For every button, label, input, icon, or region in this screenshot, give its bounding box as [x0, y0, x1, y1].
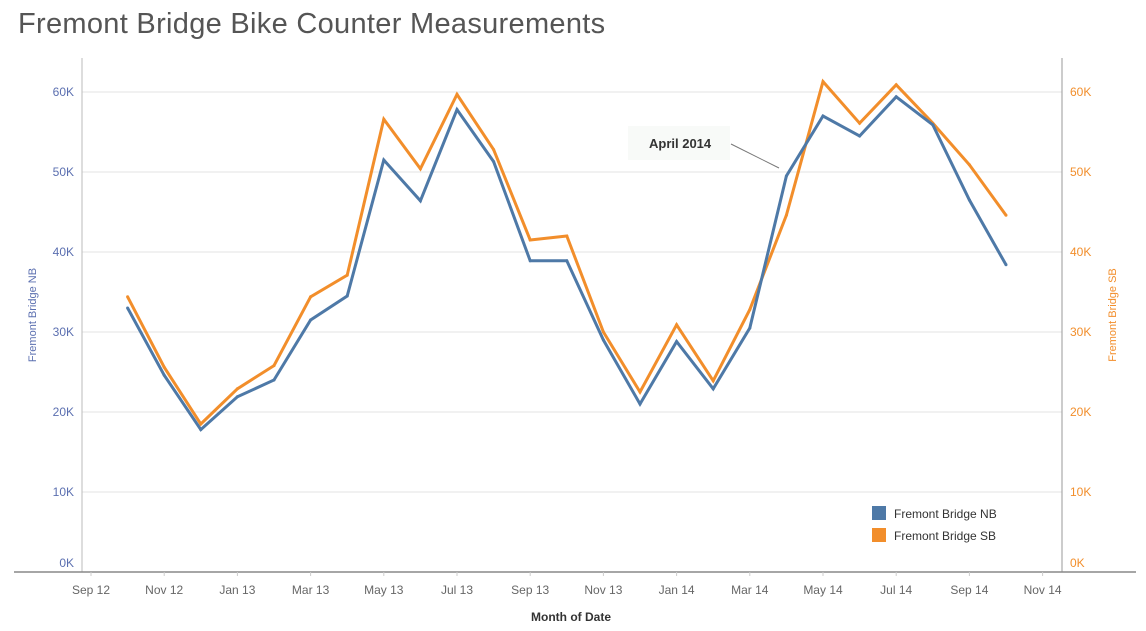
data-point	[492, 148, 496, 152]
series-line-nb	[126, 94, 1008, 432]
data-point	[967, 198, 971, 202]
data-point	[235, 395, 239, 399]
x-tick: Nov 13	[584, 583, 622, 597]
y-tick-right: 30K	[1070, 325, 1091, 339]
data-point	[784, 213, 788, 217]
data-point	[126, 306, 130, 310]
data-point	[821, 114, 825, 118]
data-point	[345, 294, 349, 298]
chart-title: Fremont Bridge Bike Counter Measurements	[18, 8, 606, 40]
y-tick-left: 0K	[59, 556, 74, 570]
data-point	[748, 308, 752, 312]
x-tick: May 13	[364, 583, 404, 597]
x-tick: Jan 14	[659, 583, 695, 597]
annotation-box	[628, 126, 730, 160]
data-point	[528, 259, 532, 263]
data-point	[675, 340, 679, 344]
data-point	[309, 295, 313, 299]
annotation-text: April 2014	[649, 136, 712, 151]
data-point	[748, 326, 752, 330]
data-point	[492, 160, 496, 164]
legend-label: Fremont Bridge SB	[894, 529, 996, 543]
data-point	[711, 379, 715, 383]
data-point	[1004, 213, 1008, 217]
legend-label: Fremont Bridge NB	[894, 507, 997, 521]
x-tick: Sep 12	[72, 583, 110, 597]
x-tick: Nov 14	[1024, 583, 1062, 597]
data-point	[455, 108, 459, 112]
y-tick-right: 40K	[1070, 245, 1091, 259]
data-point	[1004, 263, 1008, 267]
y-tick-left: 60K	[53, 85, 74, 99]
data-point	[601, 338, 605, 342]
data-point	[345, 273, 349, 277]
data-point	[272, 378, 276, 382]
data-point	[638, 402, 642, 406]
y-tick-right: 10K	[1070, 485, 1091, 499]
data-point	[418, 199, 422, 203]
data-point	[272, 364, 276, 368]
x-tick: Jan 13	[219, 583, 255, 597]
y-tick-right: 0K	[1070, 556, 1085, 570]
x-tick: Mar 13	[292, 583, 330, 597]
annotation-leader	[730, 143, 780, 169]
y-tick-left: 10K	[53, 485, 74, 499]
data-point	[455, 92, 459, 96]
data-point	[858, 121, 862, 125]
data-point	[199, 422, 203, 426]
x-tick: Jul 13	[441, 583, 473, 597]
y-tick-left: 50K	[53, 165, 74, 179]
data-point	[309, 318, 313, 322]
x-tick: May 14	[803, 583, 843, 597]
x-tick: Nov 12	[145, 583, 183, 597]
data-point	[528, 238, 532, 242]
data-point	[601, 330, 605, 334]
data-point	[162, 373, 166, 377]
data-point	[382, 117, 386, 121]
data-point	[821, 80, 825, 84]
legend-swatch	[872, 528, 886, 542]
y-tick-left: 40K	[53, 245, 74, 259]
x-tick: Mar 14	[731, 583, 769, 597]
data-point	[565, 259, 569, 263]
data-point	[858, 134, 862, 138]
data-point	[784, 174, 788, 178]
data-point	[894, 83, 898, 87]
data-point	[199, 428, 203, 432]
y-tick-left: 30K	[53, 325, 74, 339]
y-tick-right: 50K	[1070, 165, 1091, 179]
data-point	[162, 365, 166, 369]
x-tick: Sep 13	[511, 583, 549, 597]
data-point	[638, 390, 642, 394]
y-tick-right: 60K	[1070, 85, 1091, 99]
legend-swatch	[872, 506, 886, 520]
series-line-sb	[126, 78, 1008, 427]
data-point	[126, 295, 130, 299]
y-axis-label-right: Fremont Bridge SB	[1107, 268, 1119, 362]
x-tick: Sep 14	[950, 583, 988, 597]
y-tick-left: 20K	[53, 405, 74, 419]
data-point	[235, 387, 239, 391]
data-point	[418, 167, 422, 171]
y-tick-right: 20K	[1070, 405, 1091, 419]
x-tick: Jul 14	[880, 583, 912, 597]
data-point	[565, 234, 569, 238]
x-axis-label: Month of Date	[531, 610, 611, 624]
data-point	[382, 158, 386, 162]
data-point	[711, 387, 715, 391]
y-axis-label-left: Fremont Bridge NB	[27, 268, 39, 362]
data-point	[675, 323, 679, 327]
data-point	[894, 95, 898, 99]
data-point	[967, 163, 971, 167]
data-point	[931, 123, 935, 127]
